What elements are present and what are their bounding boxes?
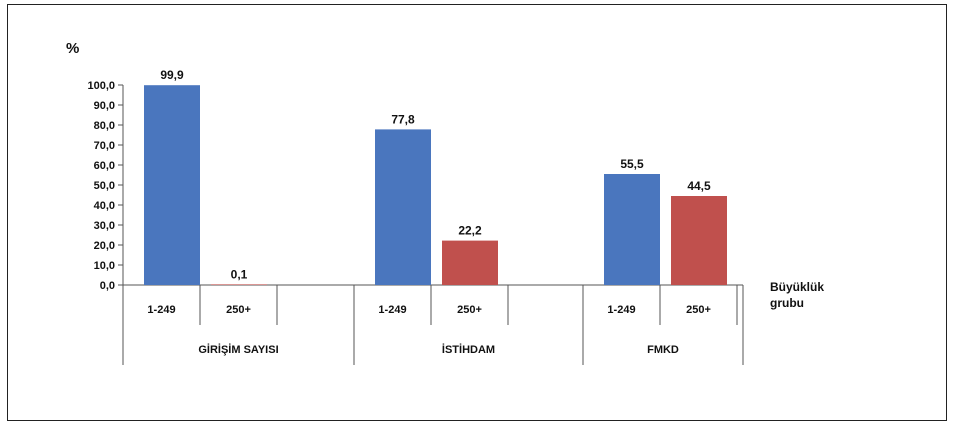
bar — [144, 85, 200, 285]
x-subcategory-label: 1-249 — [147, 304, 175, 316]
y-tick-label: 10,0 — [94, 260, 115, 272]
y-tick-label: 70,0 — [94, 140, 115, 152]
x-group-label: FMKD — [647, 344, 679, 356]
x-subcategory-label: 250+ — [226, 304, 251, 316]
x-subcategory-label: 1-249 — [607, 304, 635, 316]
y-tick-label: 100,0 — [87, 80, 115, 92]
y-unit-label: % — [66, 40, 79, 57]
y-tick-label: 20,0 — [94, 240, 115, 252]
x-subcategory-label: 250+ — [686, 304, 711, 316]
x-subcategory-label: 250+ — [457, 304, 482, 316]
y-tick-label: 0,0 — [100, 280, 115, 292]
bar-value-label: 99,9 — [160, 68, 184, 82]
x-axis-side-label: Büyüklük — [770, 280, 824, 294]
y-tick-label: 30,0 — [94, 220, 115, 232]
bar-value-label: 77,8 — [391, 112, 415, 126]
y-tick-label: 60,0 — [94, 160, 115, 172]
bar-value-label: 0,1 — [231, 267, 248, 281]
chart-frame: % 0,0 10,0 20,0 30,0 40,0 50,0 60,0 70,0 80,0 90,0… — [7, 4, 947, 421]
x-subcategory-label: 1-249 — [378, 304, 406, 316]
y-tick-label: 90,0 — [94, 100, 115, 112]
x-axis-side-label: grubu — [770, 296, 804, 310]
y-tick-label: 50,0 — [94, 180, 115, 192]
x-group-label: İSTİHDAM — [442, 343, 495, 356]
y-tick-label: 80,0 — [94, 120, 115, 132]
bar-value-label: 55,5 — [620, 157, 644, 171]
bar-value-label: 22,2 — [458, 224, 482, 238]
bar — [442, 240, 498, 285]
bar — [375, 129, 431, 285]
x-group-label: GİRİŞİM SAYISI — [198, 343, 278, 356]
y-tick-label: 40,0 — [94, 200, 115, 212]
bar — [671, 196, 727, 285]
bar-value-label: 44,5 — [687, 179, 711, 193]
bar — [604, 174, 660, 285]
bar-chart: % 0,0 10,0 20,0 30,0 40,0 50,0 60,0 70,0 80,0 90,0… — [66, 40, 824, 365]
bar — [211, 284, 267, 285]
